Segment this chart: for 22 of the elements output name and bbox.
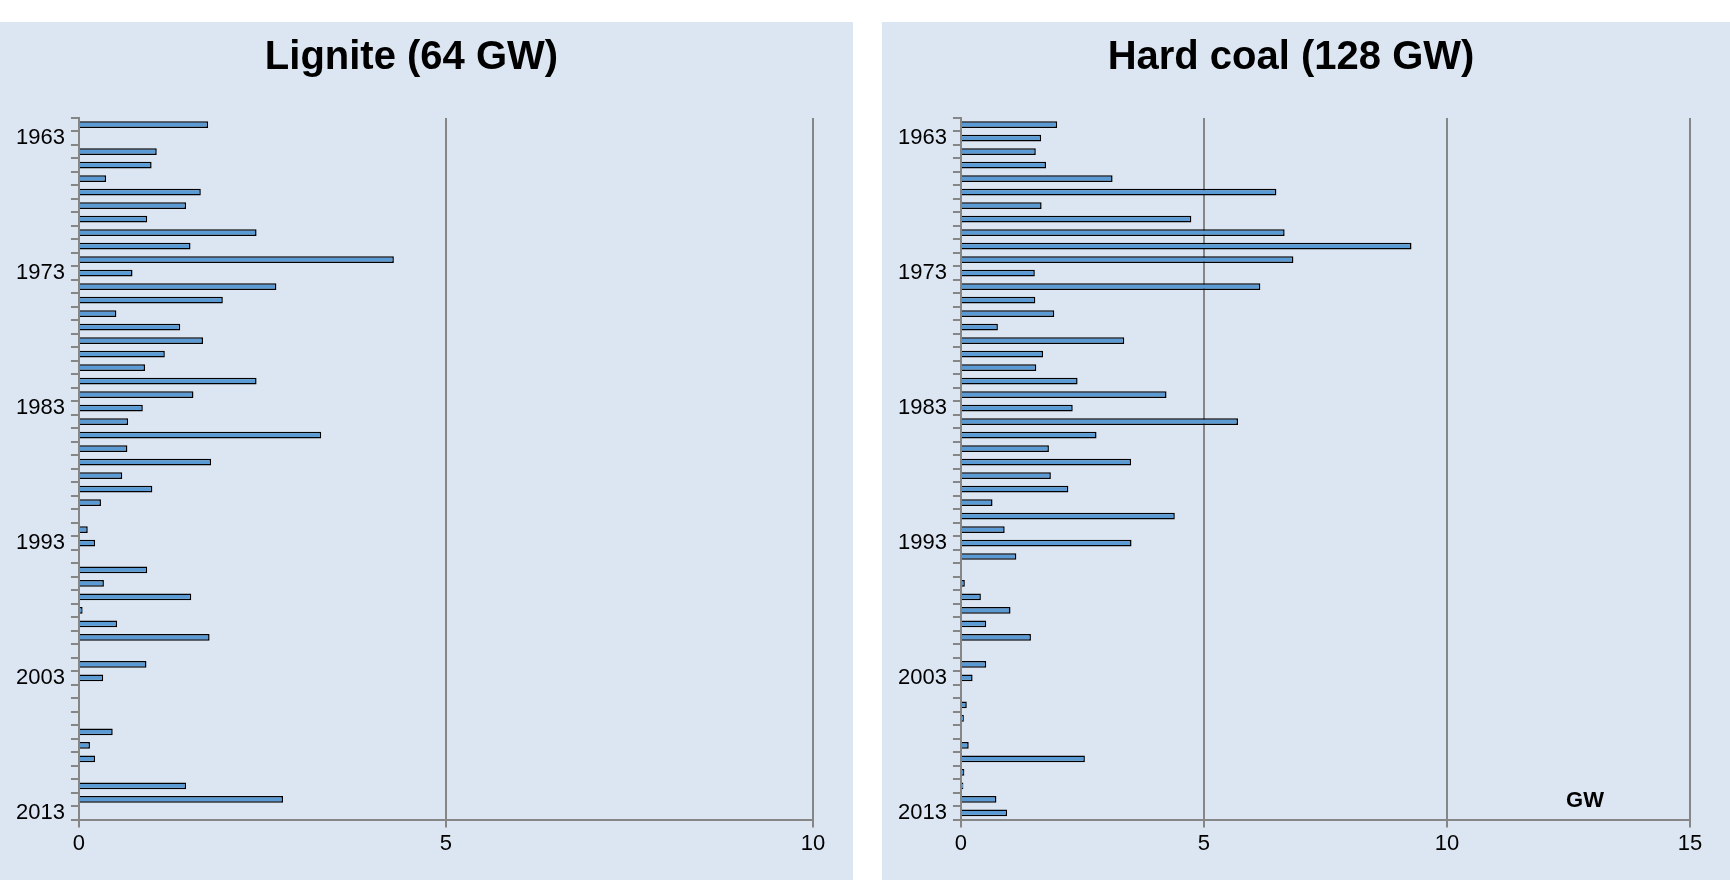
y-tick-label: 2013 [897, 798, 947, 824]
y-tick-label: 1973 [897, 259, 947, 285]
y-tick-label: 1983 [897, 394, 947, 420]
y-tick-label: 1993 [15, 529, 65, 555]
y-tick-label: 1973 [15, 259, 65, 285]
x-tick-label: 10 [800, 829, 826, 855]
chart-title: Lignite (64 GW) [264, 33, 559, 78]
y-tick-label: 2003 [15, 663, 65, 689]
x-tick-label: 5 [1197, 829, 1211, 855]
y-tick-label: 1983 [15, 394, 65, 420]
x-tick-label: 0 [954, 829, 968, 855]
y-tick-label: 1993 [897, 529, 947, 555]
y-tick-label: 2003 [897, 663, 947, 689]
y-tick-label: 2013 [15, 798, 65, 824]
x-tick-label: 0 [72, 829, 86, 855]
x-tick-label: 5 [439, 829, 453, 855]
y-tick-label: 1963 [897, 124, 947, 150]
x-tick-label: 15 [1677, 829, 1703, 855]
x-axis-title: GW [1566, 786, 1605, 812]
x-tick-label: 10 [1434, 829, 1460, 855]
y-tick-label: 1963 [15, 124, 65, 150]
chart-title: Hard coal (128 GW) [1107, 33, 1475, 78]
